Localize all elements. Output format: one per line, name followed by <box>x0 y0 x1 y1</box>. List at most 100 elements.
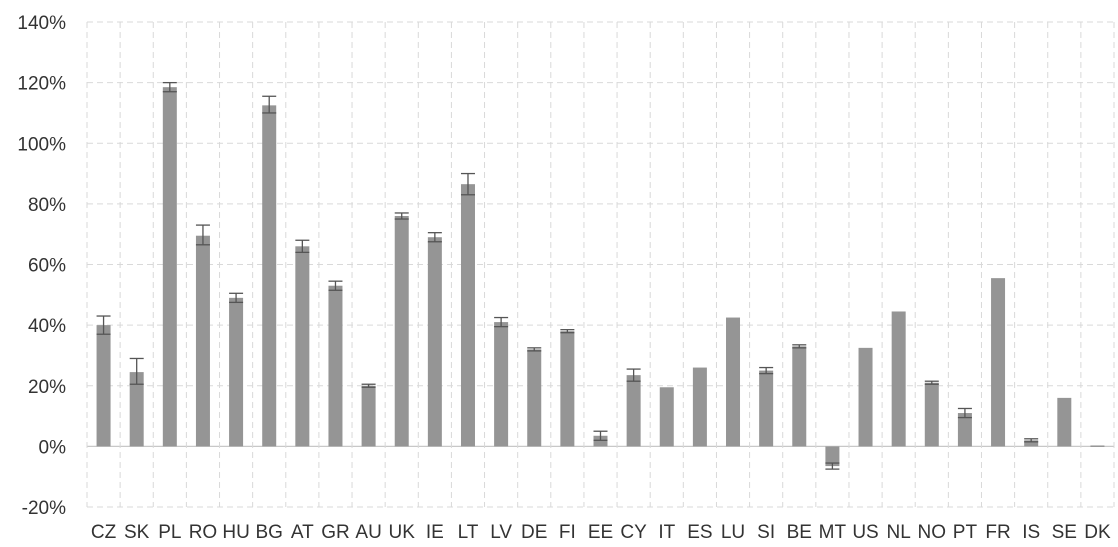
bar-ro <box>195 235 210 447</box>
y-tick-label: 100% <box>17 134 66 155</box>
bar-gr <box>328 285 343 447</box>
bar-es <box>692 367 707 447</box>
x-category-label: PT <box>953 522 978 543</box>
bar-at <box>295 246 310 447</box>
x-category-label: IT <box>658 522 675 543</box>
x-category-label: BG <box>255 522 282 543</box>
x-category-label: NO <box>918 522 947 543</box>
x-category-label: SK <box>124 522 150 543</box>
y-tick-label: 80% <box>28 195 66 216</box>
bar-it <box>659 387 674 447</box>
bar-cy <box>626 375 641 447</box>
error-bar-sk <box>129 357 144 385</box>
x-category-label: LU <box>721 522 745 543</box>
y-tick-label: 60% <box>28 256 66 277</box>
bar-mt <box>825 446 840 467</box>
x-category-label: US <box>852 522 878 543</box>
bar-lt <box>460 184 475 447</box>
error-bar-gr <box>328 280 343 291</box>
x-category-label: EE <box>588 522 613 543</box>
bar-au <box>361 385 376 447</box>
x-category-label: UK <box>389 522 416 543</box>
bar-lv <box>494 322 509 447</box>
bar-is <box>1024 440 1039 447</box>
bar-cz <box>96 325 111 447</box>
bar-pl <box>162 87 177 447</box>
error-bar-at <box>295 239 310 254</box>
bar-fr <box>991 278 1006 447</box>
x-category-label: GR <box>321 522 350 543</box>
error-bar-au <box>361 383 376 388</box>
error-bars <box>96 81 1039 470</box>
gridlines <box>86 21 1115 508</box>
x-category-label: ES <box>687 522 712 543</box>
x-category-label: AU <box>355 522 381 543</box>
error-bar-is <box>1024 438 1039 443</box>
error-bar-pt <box>957 407 972 419</box>
y-tick-label: 20% <box>28 377 66 398</box>
error-bar-fi <box>560 329 575 334</box>
error-bar-ee <box>593 430 608 441</box>
bar-fi <box>560 331 575 447</box>
error-bar-lv <box>494 316 509 328</box>
x-category-label: FR <box>985 522 1010 543</box>
x-category-label: LT <box>458 522 479 543</box>
bar-dk <box>1090 445 1105 447</box>
x-axis-category-labels: CZ SK PL RO HU BG AT GR AU UK IE LT LV DE FI EE CY IT ES LU… <box>91 522 1111 543</box>
error-bar-be <box>792 344 807 349</box>
error-bar-lt <box>460 172 475 196</box>
bar-uk <box>394 216 409 447</box>
bar-ie <box>427 237 442 447</box>
bar-us <box>858 347 873 447</box>
x-category-label: CZ <box>91 522 117 543</box>
x-category-label: BE <box>787 522 812 543</box>
bar-hu <box>229 297 244 447</box>
error-bar-bg <box>262 95 277 114</box>
error-bar-cy <box>626 368 641 382</box>
x-category-label: HU <box>222 522 249 543</box>
bar-nl <box>891 311 906 447</box>
x-category-label: AT <box>291 522 314 543</box>
x-category-label: FI <box>559 522 576 543</box>
x-category-label: RO <box>189 522 218 543</box>
error-bar-si <box>759 366 774 375</box>
error-bar-de <box>527 347 542 352</box>
x-category-label: SE <box>1052 522 1077 543</box>
x-category-label: SI <box>757 522 775 543</box>
y-tick-label: 140% <box>17 13 66 34</box>
x-category-label: PL <box>158 522 181 543</box>
x-category-label: IE <box>426 522 444 543</box>
y-tick-label: -20% <box>22 498 66 519</box>
y-tick-label: 120% <box>17 74 66 95</box>
bar-sk <box>129 372 144 447</box>
y-tick-label: 0% <box>39 437 67 458</box>
error-bar-no <box>924 380 939 385</box>
x-category-label: CY <box>620 522 647 543</box>
bar-si <box>759 370 774 447</box>
y-tick-label: 40% <box>28 316 66 337</box>
bar-no <box>924 382 939 447</box>
bar-be <box>792 346 807 447</box>
error-bar-hu <box>229 292 244 304</box>
x-category-label: IS <box>1022 522 1040 543</box>
x-category-label: LV <box>490 522 512 543</box>
x-category-label: MT <box>819 522 847 543</box>
x-category-label: NL <box>887 522 911 543</box>
bars <box>96 87 1105 467</box>
error-bar-mt <box>825 462 840 470</box>
bar-bg <box>262 105 277 447</box>
bar-lu <box>726 317 741 447</box>
y-axis-tick-labels: -20% 0% 20% 40% 60% 80% 100% 120% 140% <box>17 13 66 519</box>
x-category-label: DK <box>1084 522 1111 543</box>
bar-de <box>527 349 542 447</box>
error-bar-ie <box>427 232 442 243</box>
error-bar-pl <box>162 81 177 93</box>
error-bar-ro <box>195 224 210 246</box>
bar-ee <box>593 435 608 447</box>
error-bar-cz <box>96 315 111 335</box>
bar-pt <box>957 413 972 447</box>
bar-se <box>1057 397 1072 447</box>
x-category-label: DE <box>521 522 547 543</box>
